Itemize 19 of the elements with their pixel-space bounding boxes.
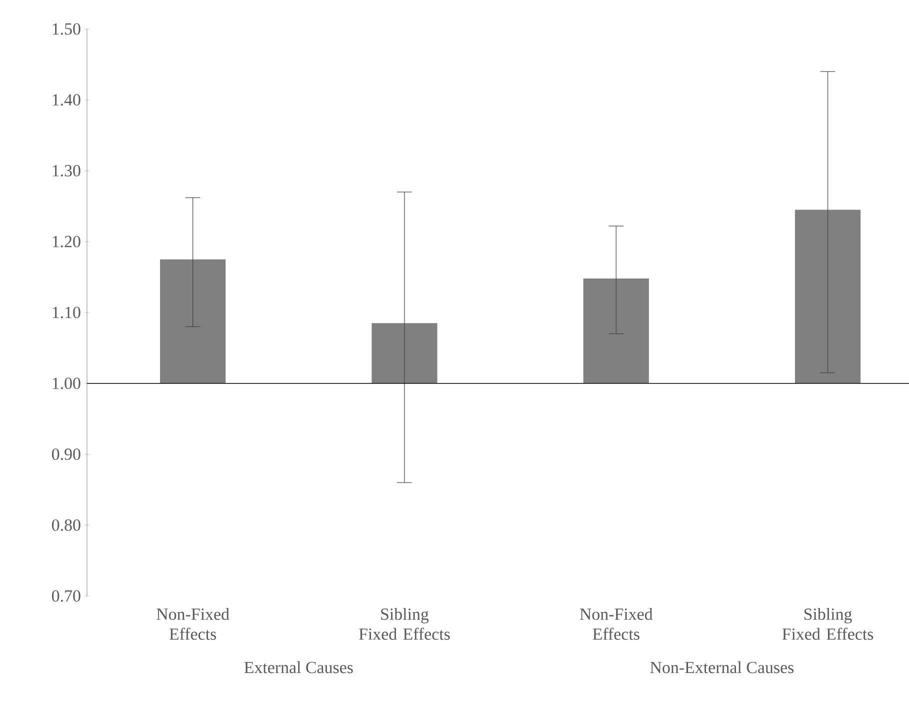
y-tick-label: 1.50 [52,23,80,35]
bar [794,210,861,384]
text: External Causes [244,661,353,674]
x-tick-label: Sibling Fixed Effects [782,608,874,640]
text: Non-External Causes [650,661,794,674]
bar [160,259,226,384]
x-tick-label: Non-Fixed Effects [156,608,230,640]
y-tick-label: 0.70 [52,590,80,602]
y-tick-label: 1.30 [52,165,80,176]
y-tick-label: 1.10 [52,306,80,318]
y-tick-label: 0.80 [52,519,80,531]
bar [583,278,649,384]
y-tick-label: 1.00 [52,378,80,390]
y-tick-label: 0.90 [52,448,80,460]
x-tick-label: Sibling Fixed Effects [359,608,450,640]
x-tick-label: Non-Fixed Effects [580,608,653,640]
y-tick-label: 1.40 [52,94,80,106]
y-tick-label: 1.20 [52,236,80,248]
bar [372,323,438,384]
